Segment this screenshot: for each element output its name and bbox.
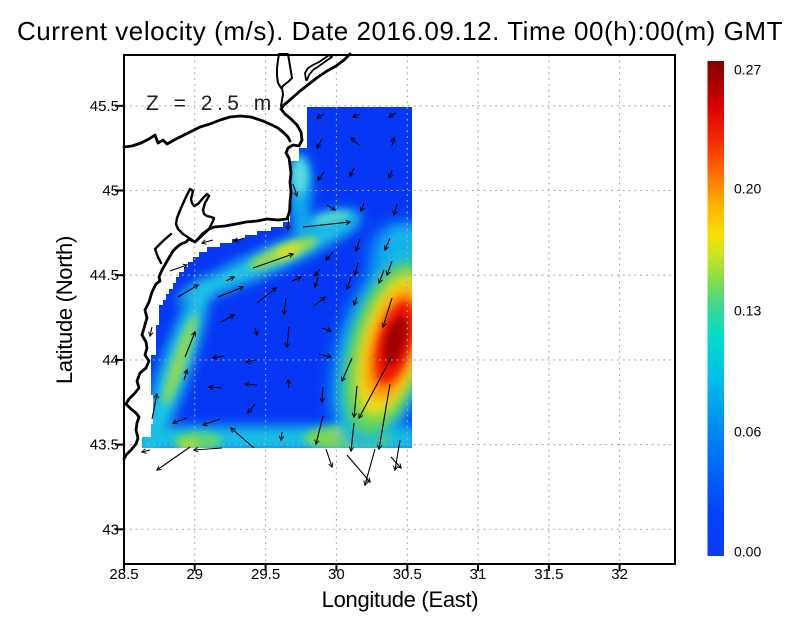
svg-text:Latitude (North): Latitude (North)	[52, 236, 77, 384]
svg-text:31.5: 31.5	[534, 566, 563, 583]
svg-text:45.5: 45.5	[90, 98, 119, 115]
svg-text:0.20: 0.20	[734, 181, 761, 197]
svg-text:30.5: 30.5	[393, 566, 422, 583]
svg-text:0.13: 0.13	[734, 303, 761, 319]
svg-text:0.00: 0.00	[734, 544, 761, 560]
svg-text:29.5: 29.5	[251, 566, 280, 583]
svg-text:30: 30	[328, 566, 345, 583]
svg-text:Current velocity (m/s). Date 2: Current velocity (m/s). Date 2016.09.12.…	[17, 16, 783, 46]
svg-text:Z = 2.5 m: Z = 2.5 m	[146, 92, 276, 115]
svg-text:44: 44	[102, 352, 119, 369]
svg-text:43: 43	[102, 521, 119, 538]
svg-text:28.5: 28.5	[109, 566, 138, 583]
svg-text:29: 29	[186, 566, 203, 583]
svg-text:0.27: 0.27	[734, 62, 761, 78]
svg-text:43.5: 43.5	[90, 437, 119, 454]
svg-text:31: 31	[470, 566, 487, 583]
svg-text:32: 32	[611, 566, 628, 583]
svg-text:44.5: 44.5	[90, 267, 119, 284]
svg-text:0.06: 0.06	[734, 424, 761, 440]
svg-text:Longitude (East): Longitude (East)	[322, 587, 479, 612]
svg-text:45: 45	[102, 183, 119, 200]
